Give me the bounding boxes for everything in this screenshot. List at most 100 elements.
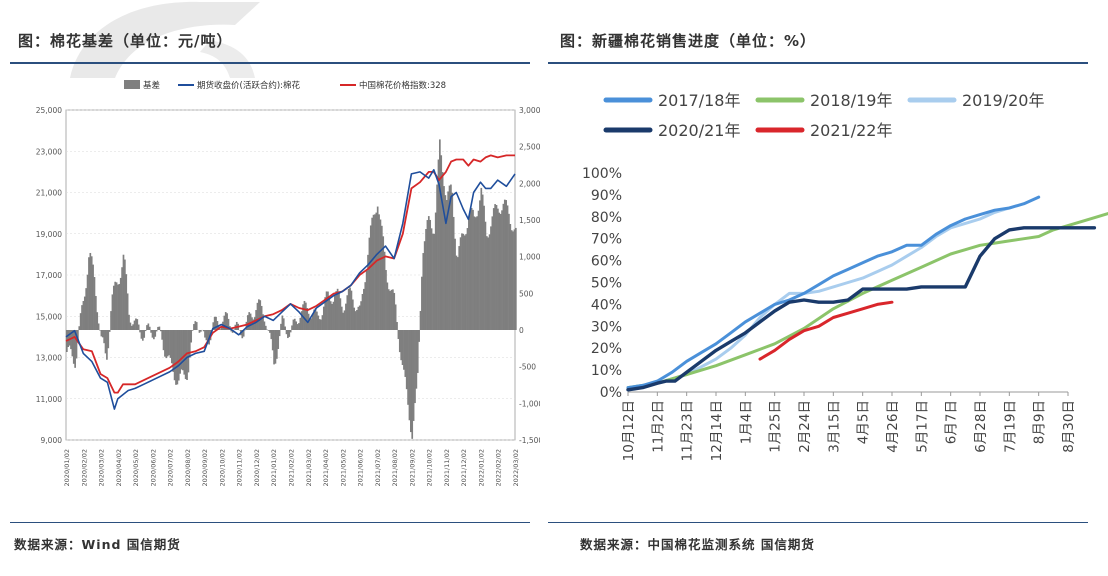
basis-bar [332, 301, 335, 330]
basis-bar [463, 235, 466, 330]
basis-bar [448, 185, 451, 330]
basis-bar [130, 325, 133, 330]
basis-bar [443, 186, 445, 330]
basis-bar [353, 307, 356, 330]
basis-bar [309, 318, 311, 330]
left-tick-label: 19,000 [36, 230, 62, 239]
x-tick-label: 2020/01/02 [63, 449, 71, 486]
basis-bar [329, 301, 332, 330]
basis-bar [382, 236, 385, 330]
basis-bar [447, 191, 449, 330]
basis-bar [367, 254, 369, 330]
basis-bar [99, 330, 101, 331]
left-panel-title: 图：棉花基差（单位：元/吨） [18, 32, 233, 50]
basis-bar [106, 330, 108, 360]
basis-bar [444, 195, 447, 330]
basis-bar [492, 208, 495, 330]
basis-bar [112, 285, 115, 330]
basis-bar [157, 326, 159, 330]
basis-bar [117, 284, 119, 330]
basis-bar [387, 289, 390, 330]
basis-bar [139, 330, 141, 333]
basis-bar [147, 323, 150, 330]
legend-label: 2021/22年 [810, 121, 892, 140]
x-tick-label: 2021/05/02 [339, 449, 347, 486]
basis-bar [95, 296, 97, 330]
sales-chart: 0% 10% 20% 30% 40% 50% 60% 70% 80% 90% 100% 10月12日 1… [582, 91, 1108, 461]
basis-bar [277, 330, 280, 349]
basis-bar [303, 300, 306, 330]
basis-bar [392, 289, 394, 330]
basis-bar [427, 216, 430, 330]
basis-bar [83, 296, 86, 330]
basis-bar [93, 277, 96, 330]
basis-bar [356, 309, 358, 330]
basis-bar [154, 330, 157, 337]
basis-bar [440, 155, 443, 330]
basis-bar [263, 321, 266, 330]
basis-bar [360, 301, 362, 330]
basis-bar [246, 315, 249, 330]
x-tick-label: 2020/07/02 [167, 449, 175, 486]
basis-bar [68, 330, 71, 346]
y-tick-label: 100% [582, 166, 622, 182]
basis-bar [324, 297, 327, 330]
basis-bar [124, 259, 126, 330]
basis-bar [194, 321, 197, 330]
basis-bar [316, 311, 318, 330]
left-tick-label: 23,000 [36, 147, 62, 156]
basis-bar [175, 330, 177, 385]
basis-bar [343, 310, 346, 330]
basis-bar [267, 330, 270, 331]
basis-bar [311, 314, 314, 330]
series-line-2020 [626, 226, 1097, 392]
basis-bar [72, 330, 75, 364]
basis-bar [96, 312, 99, 330]
basis-bar [269, 330, 271, 333]
y-tick-label: 20% [591, 341, 622, 357]
basis-bar [195, 322, 198, 330]
right-tick-label: 2,500 [519, 143, 540, 152]
basis-bar [226, 313, 228, 330]
basis-bar [481, 194, 484, 330]
basis-bar [153, 330, 155, 340]
x-tick-label: 2021/02/02 [288, 449, 296, 486]
legend-label-index: 中国棉花价格指数:328 [359, 80, 446, 91]
basis-bar [470, 207, 473, 330]
basis-bar [342, 312, 344, 330]
basis-bar [325, 291, 328, 330]
legend-label-futures: 期货收盘价(活跃合约):棉花 [197, 80, 300, 91]
basis-bar [129, 322, 132, 330]
basis-bar [200, 330, 202, 332]
basis-bar [466, 228, 469, 330]
basis-bar [396, 322, 398, 330]
legend-swatch-basis [124, 80, 140, 89]
right-tick-label: 2,000 [519, 179, 540, 188]
basis-bar [293, 318, 296, 330]
x-tick-label: 2020/10/02 [218, 449, 226, 486]
basis-bar [345, 303, 347, 330]
x-tick-label: 2022/01/02 [477, 449, 485, 486]
basis-bar [508, 213, 510, 330]
legend-label-basis: 基差 [143, 80, 160, 91]
basis-bar [67, 330, 70, 348]
basis-bar [173, 330, 176, 381]
basis-bar [393, 292, 396, 330]
basis-bar [419, 310, 422, 330]
y-tick-label: 40% [591, 297, 622, 313]
basis-bar [85, 288, 88, 330]
basis-bar [433, 233, 436, 330]
basis-bar [351, 299, 354, 330]
basis-bar [159, 330, 162, 332]
x-tick-label: 2月24日 [797, 400, 813, 453]
basis-bar [188, 330, 191, 358]
basis-bar [121, 267, 123, 330]
basis-bar [408, 330, 411, 421]
x-tick-label: 11月23日 [680, 400, 696, 461]
y-tick-label: 70% [591, 232, 622, 248]
basis-bar [434, 212, 437, 330]
basis-bar [111, 294, 114, 330]
basis-bar [361, 293, 364, 330]
basis-bar [385, 270, 387, 330]
basis-bar [350, 290, 353, 330]
